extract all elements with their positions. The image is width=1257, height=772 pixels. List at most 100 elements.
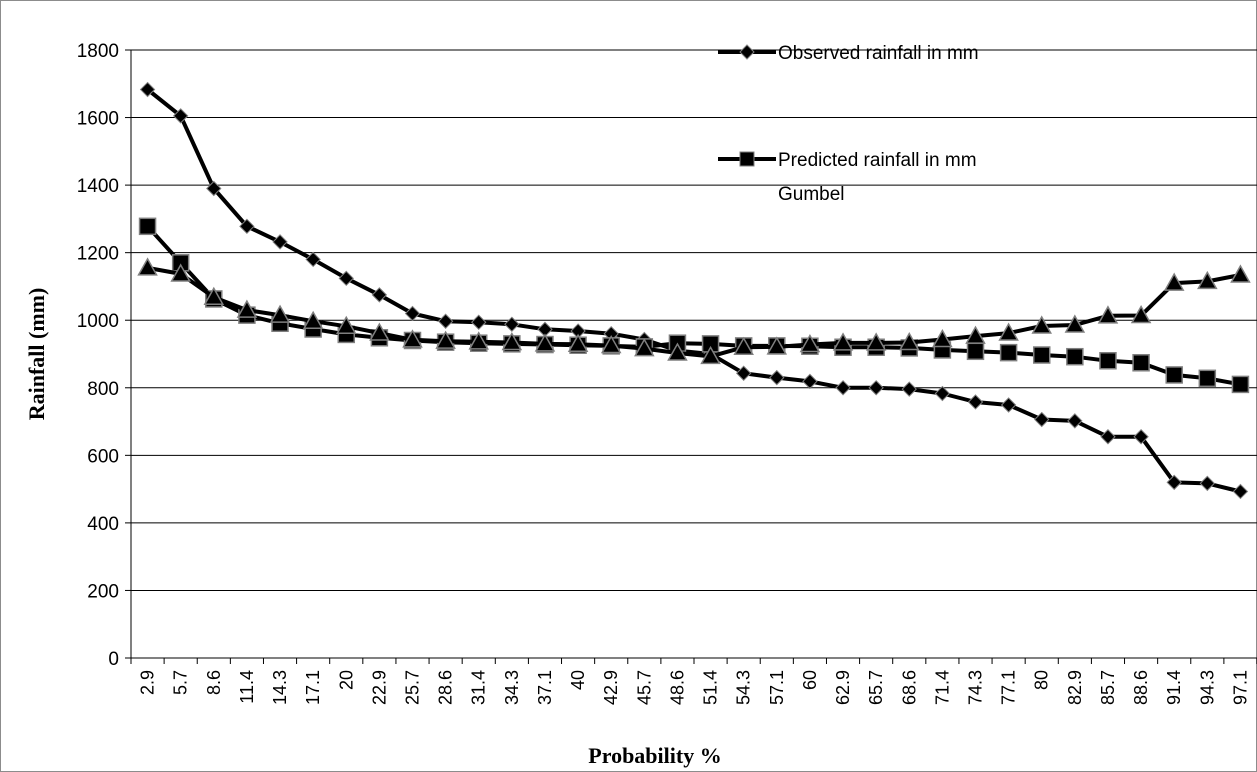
data-point-diamond [206, 180, 222, 197]
y-tick-label: 800 [87, 379, 119, 400]
x-tick-label: 34.3 [502, 670, 522, 705]
series-line-square [146, 224, 1241, 387]
x-tick-label: 60 [800, 670, 820, 690]
data-point-square [1165, 366, 1183, 384]
data-point-diamond [1199, 475, 1216, 492]
data-point-diamond [1000, 397, 1017, 413]
data-point-square [1198, 369, 1217, 388]
data-point-triangle [369, 322, 390, 341]
data-point-triangle [965, 325, 986, 344]
series-triangle [137, 257, 1251, 365]
x-tick-label: 2.9 [138, 670, 158, 695]
data-point-triangle [1097, 305, 1119, 324]
data-point-diamond [504, 316, 520, 332]
data-point-diamond [901, 381, 917, 397]
data-point-triangle [236, 299, 258, 318]
data-point-triangle [1230, 264, 1251, 283]
x-tick-label: 88.6 [1131, 670, 1151, 705]
data-point-triangle [402, 329, 423, 348]
legend-label-predicted-line1: Predicted rainfall in mm [778, 150, 977, 171]
data-point-triangle [667, 342, 688, 361]
gridlines [131, 49, 1257, 591]
data-point-diamond [1133, 429, 1149, 445]
data-point-diamond [404, 305, 421, 322]
x-tick-label: 57.1 [767, 670, 787, 705]
x-tick-label: 11.4 [237, 670, 257, 704]
y-tick-label: 0 [108, 649, 119, 670]
y-tick-label: 1800 [77, 41, 119, 62]
data-point-triangle [170, 263, 191, 282]
data-point-diamond [934, 385, 951, 402]
data-point-triangle [600, 335, 622, 354]
x-tick-label: 8.6 [204, 670, 224, 695]
x-tick-label: 17.1 [303, 670, 323, 705]
y-tick-label: 1400 [77, 176, 119, 197]
data-point-triangle [1197, 270, 1218, 290]
x-tick-label: 54.3 [734, 670, 754, 705]
x-tick-label: 20 [336, 670, 356, 690]
data-point-diamond [1232, 483, 1249, 500]
x-tick-label: 82.9 [1065, 670, 1085, 705]
data-point-triangle [534, 333, 556, 352]
legend-marker-diamond [739, 44, 755, 60]
data-point-triangle [634, 338, 655, 357]
x-tick-label: 51.4 [701, 670, 721, 705]
data-point-diamond [471, 314, 487, 330]
x-tick-labels: 2.9 5.7 8.6 11.4 14.3 17.1 20 22.9 25.7 28.6 31.4 3… [130, 658, 1257, 705]
x-tick-label: 94.3 [1197, 670, 1217, 705]
data-point-square [1231, 375, 1250, 394]
series-line-diamond [146, 87, 1241, 494]
x-tick-label: 77.1 [999, 670, 1019, 705]
data-point-diamond [1034, 411, 1050, 428]
data-point-diamond [272, 234, 288, 250]
data-point-triangle [832, 332, 854, 351]
data-point-diamond [1100, 429, 1116, 445]
data-point-square [1032, 346, 1051, 364]
data-point-triangle [700, 345, 721, 365]
data-point-square [966, 342, 985, 361]
series-square [138, 217, 1250, 394]
x-tick-label: 74.3 [966, 670, 986, 705]
x-tick-label: 5.7 [171, 670, 191, 695]
data-point-triangle [269, 304, 291, 323]
x-tick-label: 91.4 [1164, 670, 1184, 705]
data-point-triangle [766, 336, 788, 355]
data-point-diamond [967, 394, 984, 410]
legend: Observed rainfall in mm Predicted rainfa… [718, 43, 979, 205]
data-point-square [1066, 347, 1084, 366]
data-point-triangle [932, 328, 953, 348]
data-point-square [1132, 354, 1150, 372]
series-layer [137, 81, 1251, 500]
data-point-diamond [735, 365, 752, 381]
x-tick-label: 80 [1032, 670, 1052, 690]
series-line-triangle [147, 265, 1241, 359]
data-point-triangle [501, 331, 523, 351]
data-point-triangle [203, 286, 225, 306]
x-tick-label: 42.9 [601, 670, 621, 705]
data-point-diamond [371, 287, 388, 303]
legend-item-predicted: Predicted rainfall in mm Gumbel [718, 150, 977, 205]
data-point-triangle [799, 334, 821, 353]
x-tick-label: 97.1 [1230, 670, 1250, 705]
y-tick-label: 1000 [77, 311, 119, 332]
data-point-triangle [898, 331, 920, 351]
data-point-triangle [1130, 304, 1152, 324]
x-tick-label: 45.7 [634, 670, 654, 705]
y-tick-label: 600 [87, 446, 119, 467]
y-tick-label: 400 [87, 514, 119, 535]
data-point-diamond [437, 313, 454, 329]
x-tick-label: 68.6 [899, 670, 919, 705]
data-point-diamond [172, 108, 189, 124]
data-point-diamond [802, 373, 818, 390]
y-axis-title: Rainfall (mm) [24, 288, 49, 421]
x-tick-label: 14.3 [270, 670, 290, 705]
x-tick-label: 40 [568, 670, 588, 690]
x-tick-label: 71.4 [932, 670, 952, 705]
data-point-triangle [302, 310, 324, 329]
y-tick-label: 200 [87, 581, 119, 602]
data-point-diamond [239, 218, 255, 235]
legend-label-predicted-line2: Gumbel [778, 184, 845, 205]
data-point-triangle [998, 322, 1019, 341]
x-tick-label: 25.7 [403, 670, 423, 705]
